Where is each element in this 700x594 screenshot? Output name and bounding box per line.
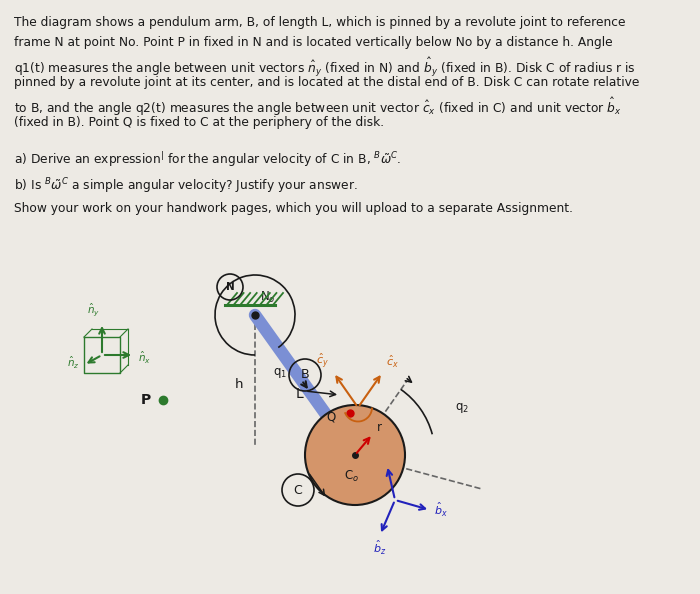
Text: Show your work on your handwork pages, which you will upload to a separate Assig: Show your work on your handwork pages, w…	[14, 202, 573, 215]
Text: N$_o$: N$_o$	[260, 289, 276, 305]
Text: $\hat{n}_z$: $\hat{n}_z$	[67, 355, 80, 371]
Text: $\hat{c}_x$: $\hat{c}_x$	[386, 354, 398, 371]
Text: Q: Q	[327, 410, 336, 423]
Text: q$_2$: q$_2$	[455, 401, 469, 415]
Text: $\hat{b}_y$: $\hat{b}_y$	[382, 440, 396, 461]
Text: q$_1$: q$_1$	[273, 366, 287, 380]
Text: frame N at point No. Point P in fixed in N and is located vertically below No by: frame N at point No. Point P in fixed in…	[14, 36, 612, 49]
Text: The diagram shows a pendulum arm, B, of length L, which is pinned by a revolute : The diagram shows a pendulum arm, B, of …	[14, 16, 626, 29]
Text: $\hat{c}_z$: $\hat{c}_z$	[374, 418, 386, 434]
Circle shape	[305, 405, 405, 505]
Text: q1(t) measures the angle between unit vectors $\hat{n}_y$ (fixed in N) and $\hat: q1(t) measures the angle between unit ve…	[14, 56, 636, 79]
Text: (fixed in B). Point Q is fixed to C at the periphery of the disk.: (fixed in B). Point Q is fixed to C at t…	[14, 116, 384, 129]
Text: $\hat{n}_y$: $\hat{n}_y$	[88, 301, 101, 318]
Text: b) Is $^{B}\tilde{\omega}^{C}$ a simple angular velocity? Justify your answer.: b) Is $^{B}\tilde{\omega}^{C}$ a simple …	[14, 176, 358, 195]
Text: a) Derive an expression$^{|}$ for the angular velocity of C in B, $^{B}\tilde{\o: a) Derive an expression$^{|}$ for the an…	[14, 150, 401, 169]
Text: h: h	[234, 378, 243, 391]
Text: r: r	[377, 421, 382, 434]
Text: pinned by a revolute joint at its center, and is located at the distal end of B.: pinned by a revolute joint at its center…	[14, 76, 639, 89]
Text: $\hat{c}_y$: $\hat{c}_y$	[316, 352, 328, 371]
Text: L: L	[296, 387, 304, 402]
Text: C$_o$: C$_o$	[344, 469, 358, 484]
Text: N: N	[225, 282, 234, 292]
Text: B: B	[301, 368, 309, 381]
Text: $\hat{b}_z$: $\hat{b}_z$	[373, 539, 386, 557]
Text: C: C	[293, 484, 302, 497]
Text: $\hat{b}_x$: $\hat{b}_x$	[434, 501, 448, 519]
Text: $\hat{n}_x$: $\hat{n}_x$	[138, 350, 151, 366]
Text: P: P	[141, 393, 151, 407]
Text: to B, and the angle q2(t) measures the angle between unit vector $\hat{c}_x$ (fi: to B, and the angle q2(t) measures the a…	[14, 96, 622, 118]
